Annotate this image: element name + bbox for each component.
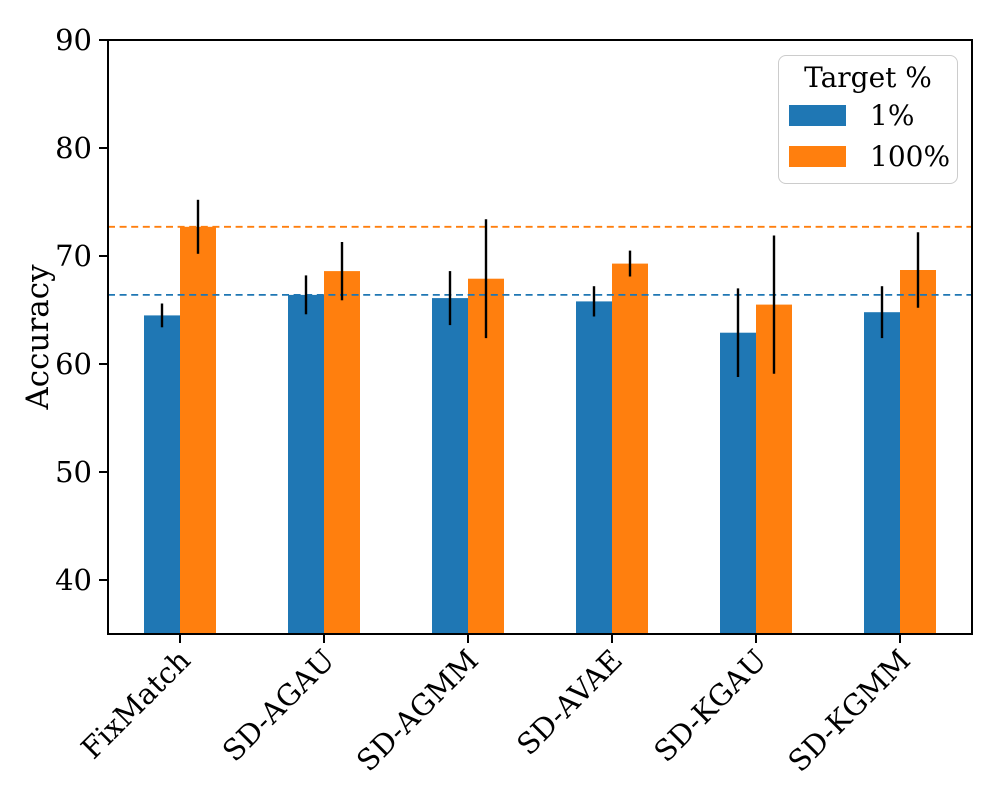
x-tick-label: SD-AVAE — [510, 643, 629, 762]
legend-swatch-1pct-icon — [789, 105, 846, 126]
bar-100%-SD-AVAE — [612, 263, 648, 634]
y-tick-label: 40 — [55, 563, 92, 597]
legend-item-100pct: 100% — [779, 136, 957, 177]
bar-1%-SD-AVAE — [576, 301, 612, 634]
x-tick-label: SD-KGAU — [647, 643, 773, 769]
legend-label-100pct: 100% — [870, 140, 951, 173]
legend-item-1pct: 1% — [779, 95, 957, 136]
x-tick-label: SD-KGMM — [781, 643, 917, 779]
bar-100%-SD-KGMM — [900, 270, 936, 634]
legend-swatch-100pct-icon — [789, 146, 846, 167]
bar-1%-FixMatch — [144, 315, 180, 634]
x-tick-label: SD-AGAU — [216, 643, 341, 768]
y-tick-label: 80 — [55, 131, 92, 165]
y-axis-label: Accuracy — [20, 264, 56, 410]
bar-1%-SD-AGMM — [432, 298, 468, 634]
x-tick-label: FixMatch — [74, 643, 197, 766]
y-tick-label: 70 — [55, 239, 92, 273]
plot-frame — [107, 39, 973, 635]
y-tick-label: 90 — [55, 23, 92, 57]
legend-title: Target % — [804, 61, 932, 94]
x-tick-label: SD-AGMM — [350, 643, 485, 778]
y-tick-label: 60 — [55, 347, 92, 381]
legend: Target % 1% 100% — [778, 55, 958, 184]
bar-1%-SD-KGMM — [864, 312, 900, 634]
y-tick-label: 50 — [55, 455, 92, 489]
legend-label-1pct: 1% — [870, 99, 915, 132]
bar-1%-SD-AGAU — [288, 294, 324, 634]
bar-1%-SD-KGAU — [720, 332, 756, 634]
bar-100%-FixMatch — [180, 226, 216, 635]
bar-100%-SD-AGAU — [324, 271, 360, 634]
